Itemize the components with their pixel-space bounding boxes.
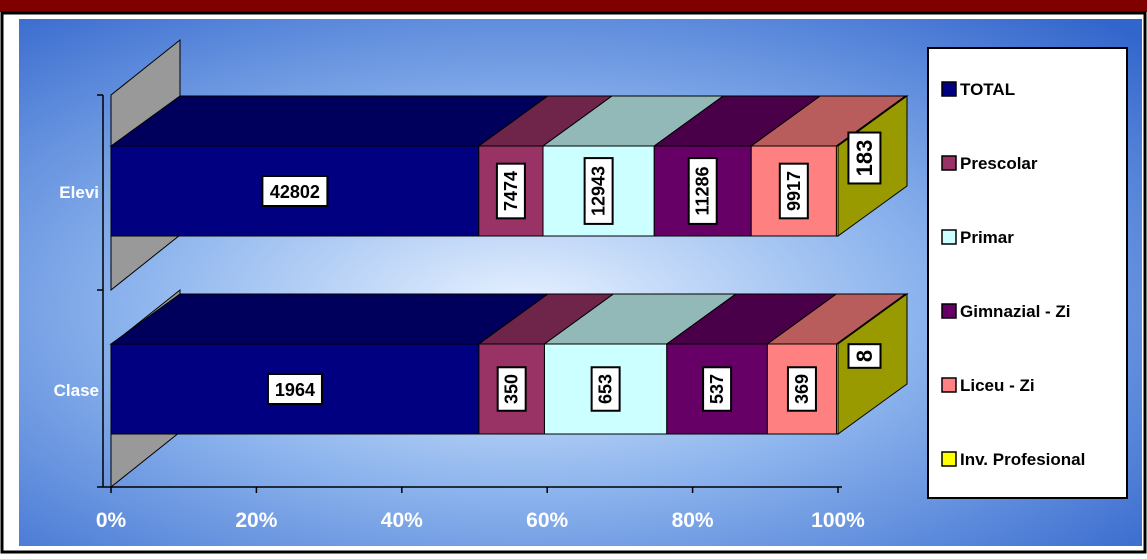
legend-item-prescolar-label: Prescolar [960, 154, 1038, 173]
svg-text:9917: 9917 [784, 171, 804, 211]
data-label-clase-1: 350 [496, 366, 527, 412]
x-tick-label-2: 40% [381, 509, 423, 532]
legend-item-total-label: TOTAL [960, 80, 1015, 99]
svg-text:11286: 11286 [693, 166, 713, 215]
data-label-clase-0: 1964 [266, 373, 323, 405]
data-label-clase-2: 653 [590, 366, 621, 412]
bar-elevi-total-top [109, 95, 550, 147]
data-label-elevi-2: 12943 [583, 157, 614, 225]
svg-text:8: 8 [852, 350, 877, 362]
bar-clase-primar-front [543, 343, 668, 435]
svg-text:12943: 12943 [589, 166, 609, 216]
svg-text:1964: 1964 [275, 380, 315, 400]
legend-item-liceu-zi-label: Liceu - Zi [960, 376, 1035, 395]
legend-item-primar-label: Primar [960, 228, 1014, 247]
legend-box [927, 47, 1128, 499]
bar-clase-total [109, 293, 550, 435]
bar-clase-total-top [109, 293, 550, 345]
top-frame-bar [0, 0, 1147, 12]
svg-text:350: 350 [502, 374, 522, 404]
legend-item-prescolar: Prescolar [941, 154, 1038, 173]
category-label-elevi: Elevi [59, 183, 99, 202]
data-label-elevi-1: 7474 [495, 162, 526, 220]
x-tick-label-4: 80% [672, 509, 714, 532]
x-tick-label-1: 20% [235, 509, 277, 532]
bar-clase-primar [542, 293, 738, 435]
legend-item-total: TOTAL [941, 80, 1015, 99]
data-label-elevi-3: 11286 [687, 157, 718, 225]
legend-item-liceu-zi-swatch [941, 377, 957, 393]
legend-item-inv-profesional-label: Inv. Profesional [960, 450, 1085, 469]
svg-text:7474: 7474 [501, 171, 521, 211]
bar-elevi-total [109, 95, 550, 237]
data-label-elevi-0: 42802 [261, 175, 329, 207]
outer-border [0, 11, 1147, 554]
legend-item-gimnazial-zi-swatch [941, 303, 957, 319]
x-tick-label-5: 100% [811, 509, 865, 532]
legend-item-primar: Primar [941, 228, 1014, 247]
legend-item-liceu-zi: Liceu - Zi [941, 376, 1035, 395]
svg-text:42802: 42802 [270, 182, 320, 202]
data-label-elevi-4: 9917 [778, 162, 809, 220]
legend-item-gimnazial-zi-label: Gimnazial - Zi [960, 302, 1071, 321]
svg-text:537: 537 [707, 374, 727, 404]
legend-item-inv-profesional: Inv. Profesional [941, 450, 1085, 469]
legend-item-inv-profesional-swatch [941, 451, 957, 467]
svg-text:653: 653 [596, 374, 616, 404]
legend-item-primar-swatch [941, 229, 957, 245]
data-label-elevi-5: 183 [847, 131, 882, 185]
category-label-clase: Clase [54, 381, 99, 400]
legend-item-total-swatch [941, 81, 957, 97]
data-label-clase-4: 369 [786, 366, 817, 412]
data-label-clase-5: 8 [847, 343, 882, 369]
svg-text:369: 369 [792, 374, 812, 404]
x-tick-label-3: 60% [526, 509, 568, 532]
x-tick-label-0: 0% [96, 509, 127, 532]
bar-clase-liceu-zi [765, 293, 908, 435]
legend-item-gimnazial-zi: Gimnazial - Zi [941, 302, 1071, 321]
data-label-clase-3: 537 [702, 366, 733, 412]
legend-item-prescolar-swatch [941, 155, 957, 171]
svg-text:183: 183 [852, 140, 877, 177]
